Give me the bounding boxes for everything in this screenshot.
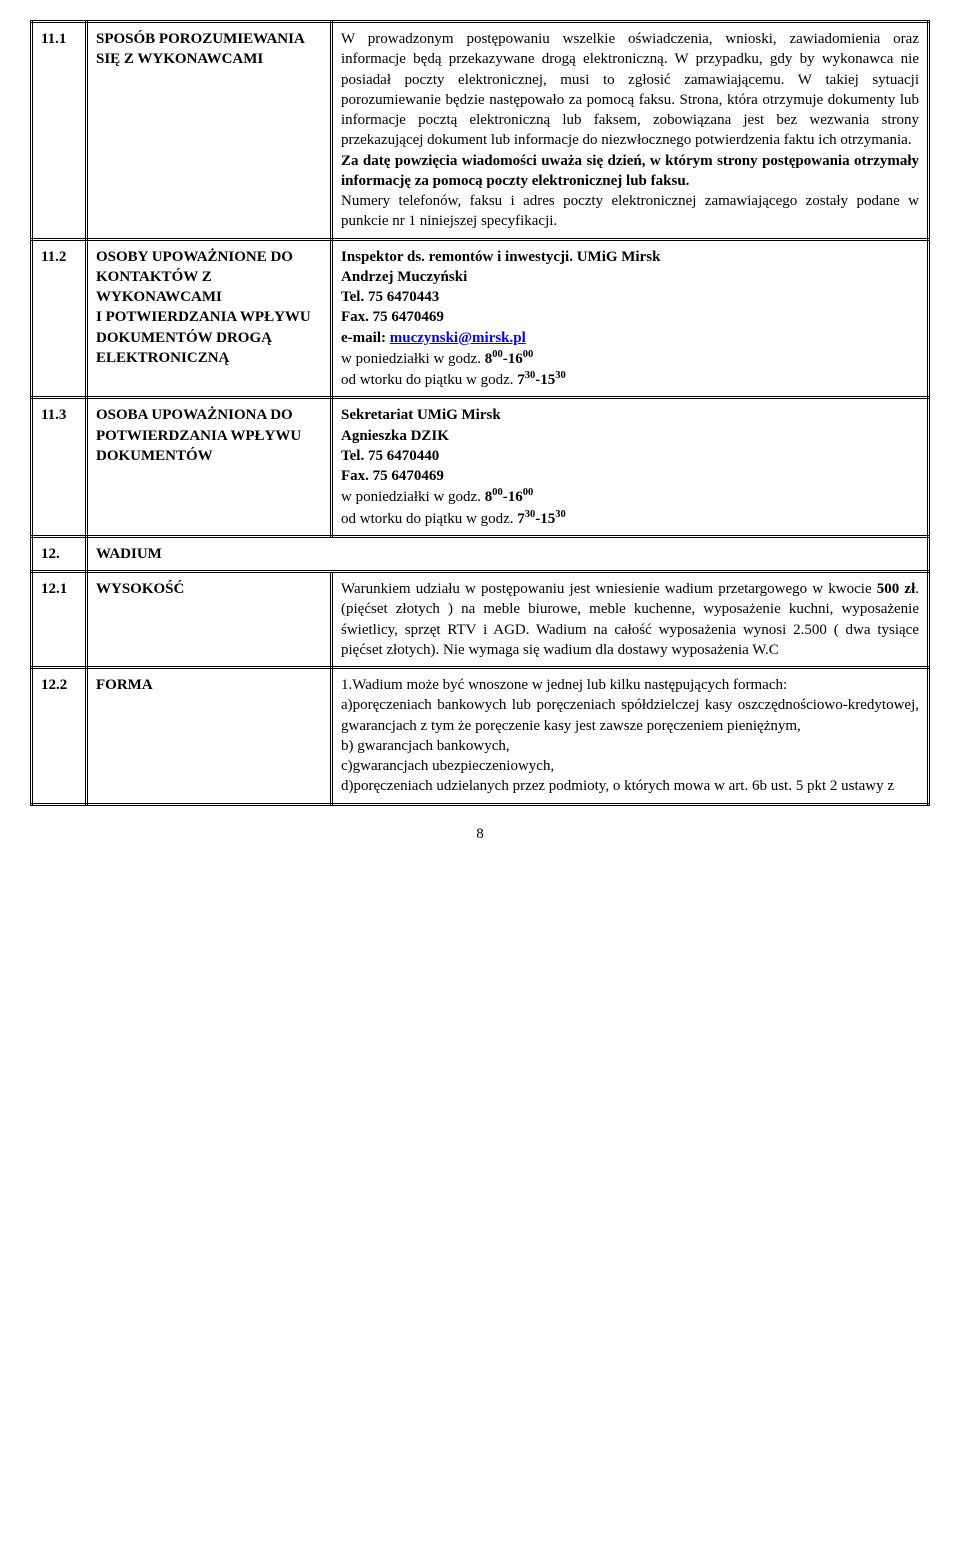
row-label: OSOBA UPOWAŻNIONA DO POTWIERDZANIA WPŁYW… <box>87 398 332 537</box>
row-label: FORMA <box>87 668 332 805</box>
row-number: 12.1 <box>32 572 87 668</box>
table-row: 11.1SPOSÓB POROZUMIEWANIA SIĘ Z WYKONAWC… <box>32 22 929 240</box>
page-number: 8 <box>30 826 930 843</box>
table-row: 12.1WYSOKOŚĆWarunkiem udziału w postępow… <box>32 572 929 668</box>
row-content: 1.Wadium może być wnoszone w jednej lub … <box>332 668 929 805</box>
row-content: W prowadzonym postępowaniu wszelkie oświ… <box>332 22 929 240</box>
document-table: 11.1SPOSÓB POROZUMIEWANIA SIĘ Z WYKONAWC… <box>30 20 930 806</box>
row-number: 11.3 <box>32 398 87 537</box>
table-row: 12.WADIUM <box>32 536 929 571</box>
row-label: WADIUM <box>87 536 929 571</box>
table-row: 12.2FORMA1.Wadium może być wnoszone w je… <box>32 668 929 805</box>
table-row: 11.3OSOBA UPOWAŻNIONA DO POTWIERDZANIA W… <box>32 398 929 537</box>
row-label: SPOSÓB POROZUMIEWANIA SIĘ Z WYKONAWCAMI <box>87 22 332 240</box>
row-content: Warunkiem udziału w postępowaniu jest wn… <box>332 572 929 668</box>
row-number: 12. <box>32 536 87 571</box>
row-number: 12.2 <box>32 668 87 805</box>
row-label: WYSOKOŚĆ <box>87 572 332 668</box>
row-number: 11.2 <box>32 239 87 398</box>
row-number: 11.1 <box>32 22 87 240</box>
row-content: Sekretariat UMiG MirskAgnieszka DZIKTel.… <box>332 398 929 537</box>
row-label: OSOBY UPOWAŻNIONE DO KONTAKTÓW Z WYKONAW… <box>87 239 332 398</box>
row-content: Inspektor ds. remontów i inwestycji. UMi… <box>332 239 929 398</box>
table-row: 11.2OSOBY UPOWAŻNIONE DO KONTAKTÓW Z WYK… <box>32 239 929 398</box>
